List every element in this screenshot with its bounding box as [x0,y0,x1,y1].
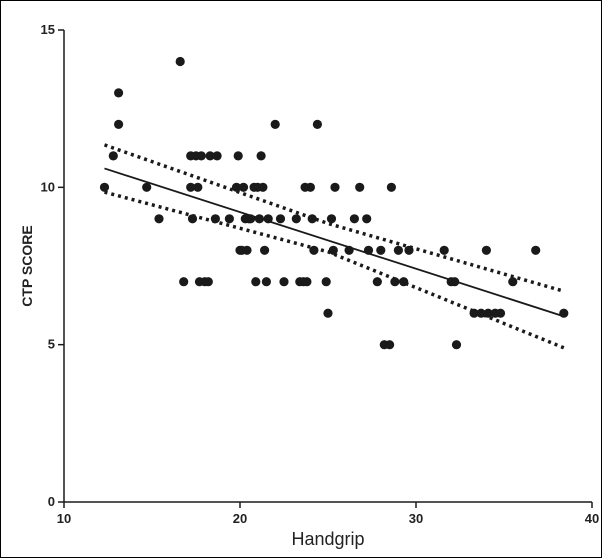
data-point [385,340,395,350]
data-point [261,277,271,287]
data-point [450,277,460,287]
data-point [393,245,403,255]
data-point [108,151,118,161]
regression-line [104,167,565,318]
data-point [481,245,491,255]
data-point [451,340,462,350]
confidence-band-upper [103,143,565,293]
data-point [307,214,317,224]
x-tick-label: 10 [57,511,71,526]
x-tick-label: 20 [233,511,247,526]
data-point [260,245,270,255]
data-point [242,245,252,255]
data-point [321,277,331,287]
data-point [349,214,359,224]
data-point [270,119,280,129]
data-point [193,182,203,192]
y-tick-label: 5 [48,337,55,352]
regression-line-group [104,167,565,318]
data-point [233,151,243,161]
data-point [328,245,338,255]
data-point [258,182,268,192]
data-point [256,151,266,161]
data-point [254,214,264,224]
data-point [154,214,164,224]
data-point [326,214,337,224]
x-tick-label: 30 [409,511,423,526]
y-tick-label: 0 [48,494,55,509]
data-point [186,182,196,192]
data-point [312,119,322,129]
data-point [99,182,110,192]
y-tick-label: 15 [41,22,55,37]
data-point [483,308,493,318]
data-point [309,245,319,255]
data-point [231,182,242,192]
data-point [363,245,374,255]
data-point [179,277,189,287]
data-point [196,151,206,161]
data-point [251,277,261,287]
data-point [302,277,312,287]
data-points [99,56,569,350]
data-point [279,277,289,287]
data-point [212,151,222,161]
data-point [224,214,234,224]
data-point [114,119,124,129]
data-point [508,277,518,287]
x-axis-title: Handgrip [291,529,364,549]
data-point [238,182,249,192]
data-point [246,214,256,224]
data-point [386,182,396,192]
data-point [305,182,315,192]
data-point [291,214,301,224]
data-point [187,214,198,224]
data-point [344,245,354,255]
data-point [263,214,273,224]
data-point [390,277,400,287]
data-point [205,151,215,161]
data-point [531,245,541,255]
data-point [404,245,414,255]
data-point [376,245,386,255]
axes [63,30,592,503]
data-point [469,308,479,318]
data-point [399,277,409,287]
data-point [439,245,449,255]
data-point [114,88,124,98]
data-point [355,182,365,192]
data-point [330,182,340,192]
data-point [476,308,486,318]
y-tick-label: 10 [41,179,55,194]
x-tick-label: 40 [585,511,599,526]
data-point [275,214,286,224]
data-point [559,308,569,318]
data-point [175,56,185,67]
data-point [372,277,382,287]
data-point [203,277,213,287]
ticks: 10 20 30 40 0 5 10 15 [41,22,600,526]
data-point [495,308,506,318]
data-point [362,214,372,224]
data-point [142,182,152,192]
y-axis-title: CTP SCORE [19,225,35,306]
data-point [210,214,220,224]
data-point [323,308,333,318]
